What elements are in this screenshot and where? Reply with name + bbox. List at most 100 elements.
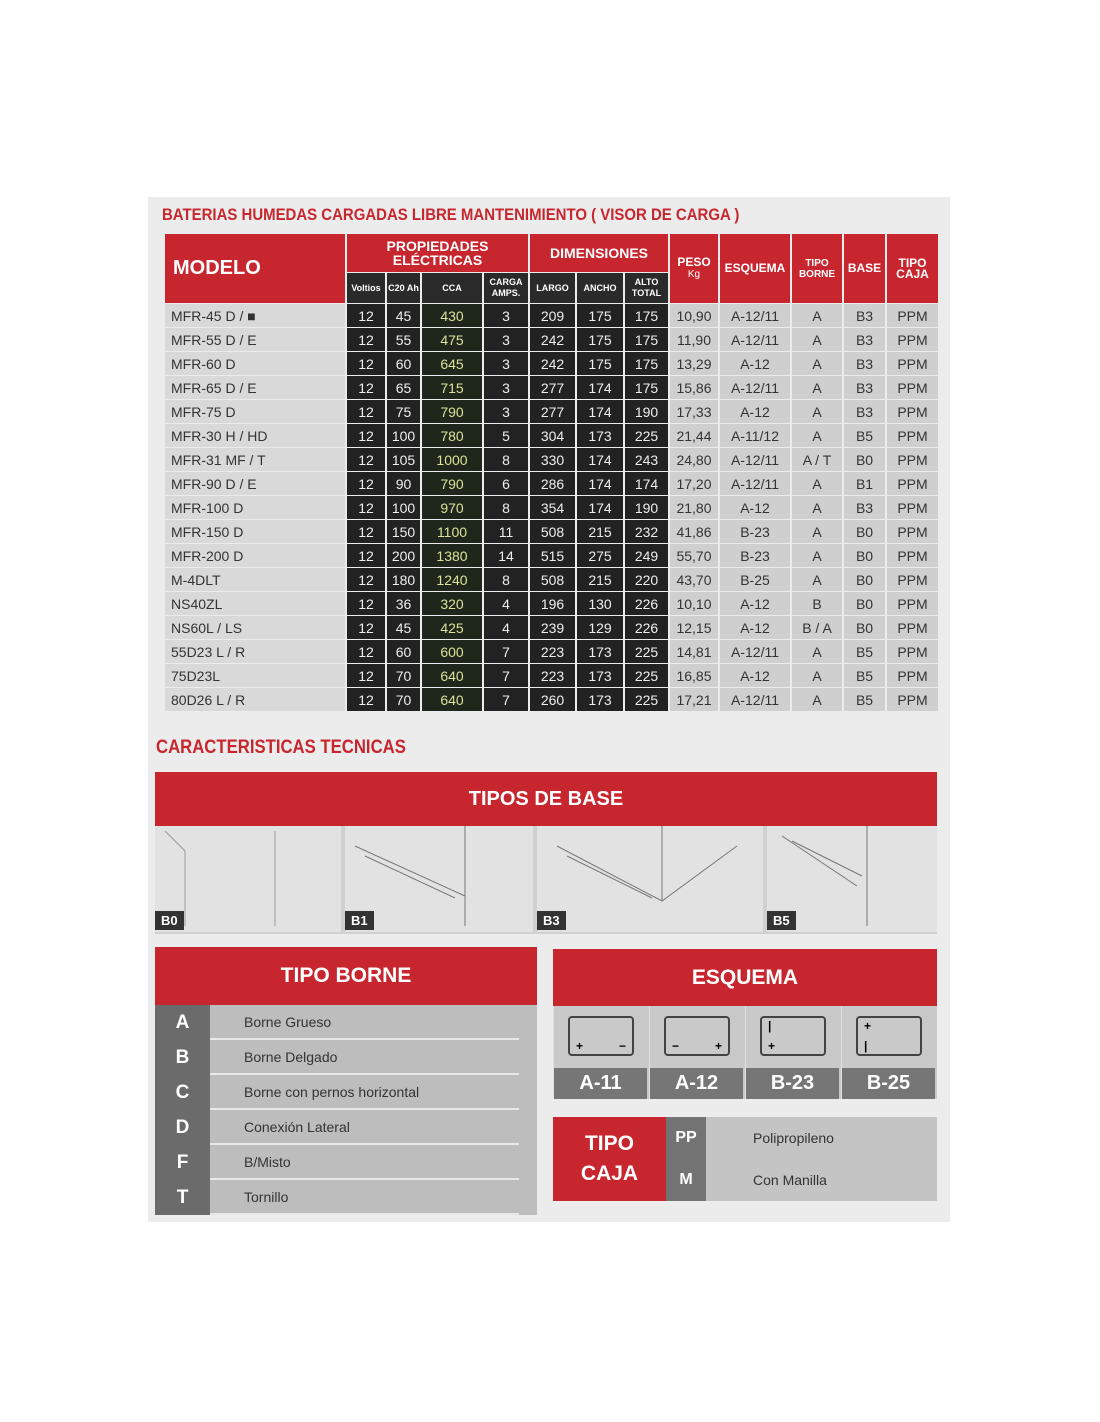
cell-cca: 1000 [422,448,482,471]
cell-tipo-borne: A [792,328,842,351]
cell-voltios: 12 [347,352,385,375]
cell-tipo-borne: A [792,664,842,687]
cell-voltios: 12 [347,496,385,519]
cell-esquema: A-12/11 [720,304,790,327]
cell-modelo: MFR-31 MF / T [165,448,345,471]
cell-tipo-borne: A [792,352,842,375]
header-cca: CCA [422,273,482,303]
cell-modelo: 75D23L [165,664,345,687]
cell-esquema: A-12/11 [720,688,790,711]
cell-tipo-caja: PPM [887,664,938,687]
borne-code: C [155,1075,210,1110]
tipo-caja-title: TIPO CAJA [553,1117,666,1201]
cell-c20: 60 [387,640,420,663]
cell-peso: 12,15 [670,616,718,639]
cell-alto: 175 [625,352,668,375]
cell-c20: 150 [387,520,420,543]
cell-peso: 55,70 [670,544,718,567]
esquema-item: + | B-25 [841,1006,935,1099]
cell-voltios: 12 [347,688,385,711]
cell-carga: 3 [484,304,528,327]
cell-alto: 225 [625,424,668,447]
cell-largo: 277 [530,400,575,423]
cell-cca: 645 [422,352,482,375]
cell-largo: 196 [530,592,575,615]
tipos-de-base-panel: TIPOS DE BASE B0 B1 B3 B5 [155,772,937,934]
cell-largo: 242 [530,352,575,375]
cell-voltios: 12 [347,328,385,351]
cell-modelo: MFR-75 D [165,400,345,423]
cell-carga: 7 [484,688,528,711]
cell-modelo: MFR-30 H / HD [165,424,345,447]
cell-tipo-borne: A [792,520,842,543]
cell-peso: 24,80 [670,448,718,471]
cell-ancho: 275 [577,544,623,567]
cell-ancho: 130 [577,592,623,615]
base-label: B1 [345,911,374,930]
battery-diagram-icon: | + [760,1016,826,1056]
header-dimensiones: DIMENSIONES [530,234,668,272]
cell-voltios: 12 [347,304,385,327]
cell-ancho: 174 [577,448,623,471]
header-esquema: ESQUEMA [720,234,790,303]
cell-tipo-borne: B [792,592,842,615]
cell-c20: 45 [387,304,420,327]
table-row: MFR-30 H / HD 12 100 780 5 304 173 225 21,44 A-11… [165,424,938,447]
cell-voltios: 12 [347,472,385,495]
cell-carga: 3 [484,376,528,399]
cell-alto: 249 [625,544,668,567]
esquema-label: B-25 [842,1068,935,1099]
cell-alto: 174 [625,472,668,495]
esquema-item: + − A-11 [553,1006,647,1099]
borne-label: B/Misto [210,1145,519,1180]
cell-alto: 232 [625,520,668,543]
header-modelo: MODELO [165,234,345,303]
cell-ancho: 175 [577,352,623,375]
cell-tipo-caja: PPM [887,616,938,639]
cell-voltios: 12 [347,664,385,687]
borne-item: D Conexión Lateral [155,1110,537,1145]
cell-base: B0 [844,448,885,471]
cell-ancho: 174 [577,472,623,495]
borne-label: Borne Delgado [210,1040,519,1075]
cell-largo: 508 [530,520,575,543]
cell-peso: 10,10 [670,592,718,615]
cell-peso: 21,44 [670,424,718,447]
cell-modelo: MFR-55 D / E [165,328,345,351]
cell-ancho: 173 [577,424,623,447]
cell-alto: 226 [625,616,668,639]
cell-voltios: 12 [347,400,385,423]
cell-peso: 17,20 [670,472,718,495]
table-row: MFR-90 D / E 12 90 790 6 286 174 174 17,20 A-12/1… [165,472,938,495]
cell-largo: 239 [530,616,575,639]
cell-c20: 100 [387,424,420,447]
cell-tipo-borne: A [792,568,842,591]
cell-peso: 41,86 [670,520,718,543]
cell-tipo-borne: A [792,400,842,423]
cell-esquema: A-12 [720,592,790,615]
cell-esquema: A-12 [720,616,790,639]
caja-code: M [666,1159,706,1201]
cell-largo: 223 [530,664,575,687]
cell-peso: 10,90 [670,304,718,327]
header-propiedades: PROPIEDADES ELÉCTRICAS [347,234,528,272]
caja-label: Con Manilla [753,1172,827,1188]
header-voltios: Voltios [347,273,385,303]
cell-tipo-borne: A [792,640,842,663]
borne-item: A Borne Grueso [155,1005,537,1040]
table-row: MFR-100 D 12 100 970 8 354 174 190 21,80 A-12 A B3 P… [165,496,938,519]
table-row: 75D23L 12 70 640 7 223 173 225 16,85 A-12 A B5 PPM [165,664,938,687]
cell-ancho: 215 [577,520,623,543]
cell-peso: 14,81 [670,640,718,663]
cell-largo: 330 [530,448,575,471]
cell-esquema: A-12 [720,496,790,519]
base-b3-image: B3 [537,826,763,932]
cell-carga: 6 [484,472,528,495]
cell-cca: 1100 [422,520,482,543]
cell-c20: 70 [387,688,420,711]
cell-modelo: NS40ZL [165,592,345,615]
cell-voltios: 12 [347,568,385,591]
cell-tipo-borne: A [792,304,842,327]
table-row: M-4DLT 12 180 1240 8 508 215 220 43,70 B-25 A B0 PPM [165,568,938,591]
cell-tipo-borne: A / T [792,448,842,471]
